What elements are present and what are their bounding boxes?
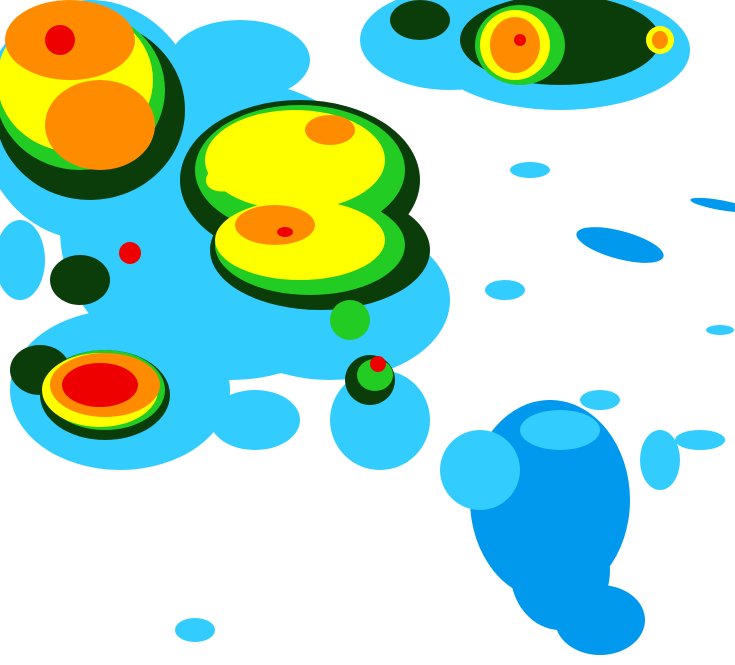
precipitation-cell-level-0: [690, 197, 735, 213]
precipitation-cell-level-5: [235, 205, 315, 245]
precipitation-cell-level-1: [0, 220, 45, 300]
precipitation-cell-level-5: [45, 80, 155, 170]
precipitation-cell-level-1: [175, 618, 215, 642]
precipitation-cell-level-6: [370, 356, 386, 372]
precipitation-cell-level-6: [277, 227, 293, 237]
precipitation-cell-level-1: [440, 430, 520, 510]
precipitation-cell-level-1: [510, 162, 550, 178]
precipitation-cell-level-1: [520, 410, 600, 450]
precipitation-cell-level-2: [390, 0, 450, 40]
precipitation-cell-level-1: [706, 325, 734, 335]
precipitation-cell-level-2: [50, 255, 110, 305]
precipitation-cell-level-1: [675, 430, 725, 450]
precipitation-cell-level-1: [485, 280, 525, 300]
precipitation-cell-level-0: [576, 227, 664, 263]
precipitation-cell-level-5: [305, 115, 355, 145]
precipitation-cell-level-0: [510, 510, 610, 630]
precipitation-cell-level-1: [640, 430, 680, 490]
precipitation-cell-level-6: [514, 34, 526, 46]
precipitation-cell-level-6: [119, 242, 141, 264]
precipitation-cell-level-4: [205, 158, 255, 192]
precipitation-cell-level-3: [330, 300, 370, 340]
precipitation-cell-level-6: [45, 25, 75, 55]
precipitation-cell-level-1: [210, 390, 300, 450]
precipitation-cell-level-1: [580, 390, 620, 410]
precipitation-cell-level-6: [62, 363, 138, 407]
precipitation-cell-level-5: [490, 17, 540, 73]
precipitation-cell-level-5: [652, 31, 668, 49]
precipitation-cell-level-1: [170, 20, 310, 100]
